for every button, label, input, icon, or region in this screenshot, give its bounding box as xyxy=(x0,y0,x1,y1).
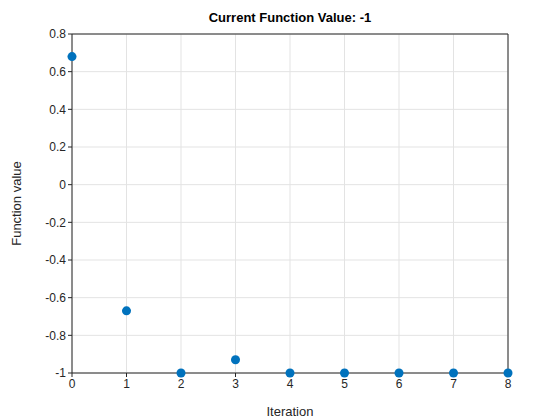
svg-text:1: 1 xyxy=(123,377,130,391)
html-text:Current Function Value: -1: Current Function Value: -1 xyxy=(208,10,372,25)
svg-text:2: 2 xyxy=(178,377,185,391)
svg-text:-0.4: -0.4 xyxy=(45,253,66,267)
svg-text:0.2: 0.2 xyxy=(49,140,66,154)
svg-text:8: 8 xyxy=(505,377,512,391)
svg-text:0.4: 0.4 xyxy=(49,103,66,117)
svg-text:7: 7 xyxy=(450,377,457,391)
svg-text:0.8: 0.8 xyxy=(49,27,66,41)
svg-text:0: 0 xyxy=(69,377,76,391)
svg-text:5: 5 xyxy=(341,377,348,391)
svg-text:-0.6: -0.6 xyxy=(45,291,66,305)
svg-text:-1: -1 xyxy=(55,366,66,380)
svg-text:Function value: Function value xyxy=(9,161,24,246)
svg-text:3: 3 xyxy=(232,377,239,391)
svg-text:-0.2: -0.2 xyxy=(45,216,66,230)
svg-text:0.6: 0.6 xyxy=(49,65,66,79)
svg-text:Iteration: Iteration xyxy=(267,404,314,419)
svg-text:0: 0 xyxy=(59,178,66,192)
svg-text:-0.8: -0.8 xyxy=(45,329,66,343)
svg-text:4: 4 xyxy=(287,377,294,391)
svg-text:6: 6 xyxy=(396,377,403,391)
